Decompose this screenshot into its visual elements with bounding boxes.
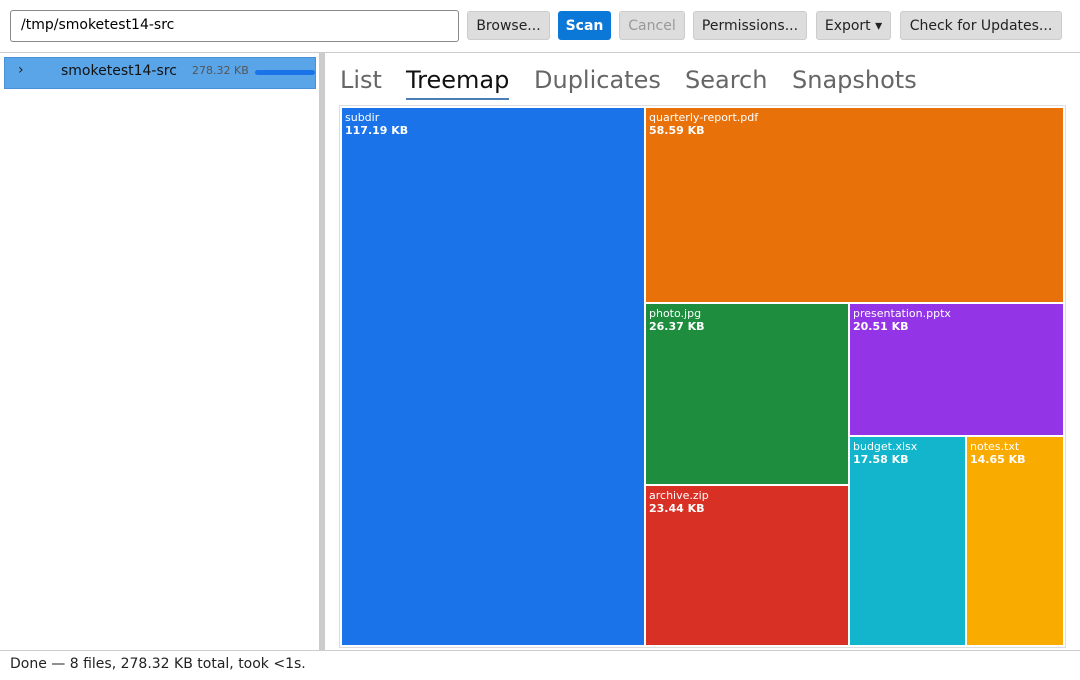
cell-size: 20.51 KB [853,320,909,333]
cell-name: notes.txt [970,440,1020,453]
treemap-cell[interactable]: presentation.pptx 20.51 KB [849,303,1064,436]
scan-button[interactable]: Scan [558,11,611,40]
toolbar-border [0,52,1080,53]
updates-button[interactable]: Check for Updates... [900,11,1062,40]
tree-size: 278.32 KB [192,64,249,77]
treemap-cell[interactable]: quarterly-report.pdf 58.59 KB [645,107,1064,303]
splitter[interactable] [319,53,325,650]
tab[interactable]: Duplicates [534,66,661,94]
cell-size: 26.37 KB [649,320,705,333]
cell-size: 23.44 KB [649,502,705,515]
expander[interactable]: › [18,62,24,78]
treemap-cell[interactable]: budget.xlsx 17.58 KB [849,436,966,646]
path-input[interactable]: /tmp/smoketest14-src [10,10,459,42]
status: Done — 8 files, 278.32 KB total, took <1… [10,656,306,672]
cell-size: 58.59 KB [649,124,705,137]
status-border [0,650,1080,651]
cell-size: 17.58 KB [853,453,909,466]
treemap-cell[interactable]: notes.txt 14.65 KB [966,436,1064,646]
treemap-cell[interactable]: photo.jpg 26.37 KB [645,303,849,485]
treemap-cell[interactable]: subdir 117.19 KB [341,107,645,646]
cell-name: archive.zip [649,489,709,502]
treemap-cell[interactable]: archive.zip 23.44 KB [645,485,849,646]
cancel-button[interactable]: Cancel [619,11,685,40]
tree-name: smoketest14-src [61,63,177,79]
cell-size: 14.65 KB [970,453,1026,466]
treemap [339,105,1066,648]
cell-name: quarterly-report.pdf [649,111,759,124]
cell-size: 117.19 KB [345,124,409,137]
cell-name: subdir [345,111,380,124]
browse-button[interactable]: Browse... [467,11,550,40]
tab[interactable]: Treemap [406,66,510,100]
export-button[interactable]: Export ▾ [816,11,891,40]
tab[interactable]: List [340,66,382,94]
permissions-button[interactable]: Permissions... [693,11,807,40]
cell-name: presentation.pptx [853,307,951,320]
cell-name: photo.jpg [649,307,702,320]
tab[interactable]: Search [685,66,768,94]
size-bar [255,70,315,75]
tab[interactable]: Snapshots [792,66,917,94]
cell-name: budget.xlsx [853,440,918,453]
